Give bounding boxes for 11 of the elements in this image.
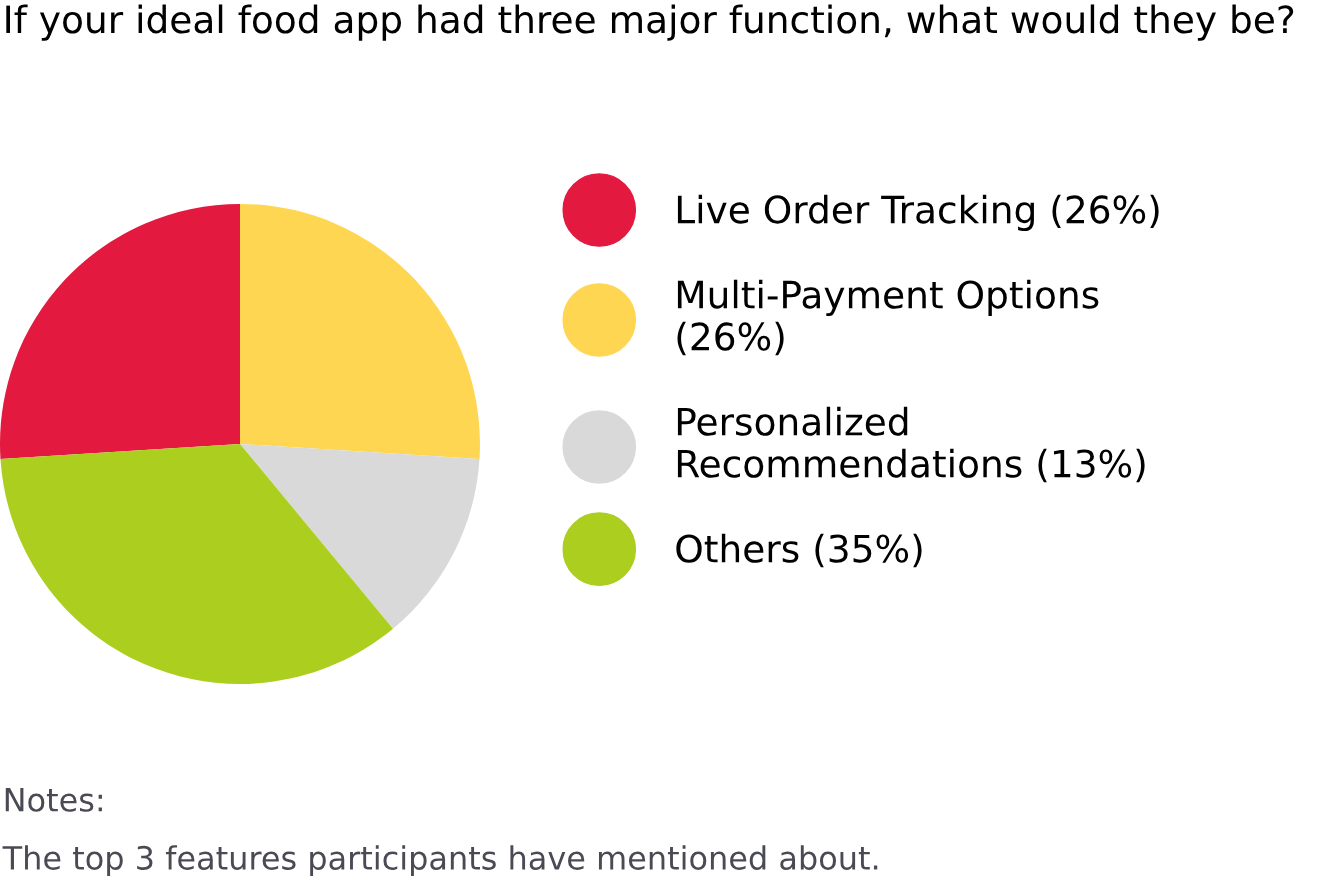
pie-slice — [240, 443, 480, 629]
pie-slice — [0, 203, 240, 459]
text: Notes: — [5, 788, 102, 812]
chart-title: If your ideal food app had three major function, what would they be? — [6, 4, 1294, 41]
legend-label: Personalized Recommendations (13%) — [677, 406, 1145, 483]
legend-label: Live Order Tracking (26%) — [677, 194, 1159, 231]
pie-slice — [0, 443, 393, 684]
legend-label: Others (35%) — [676, 533, 922, 568]
pie-slice — [240, 203, 480, 459]
legend-label: Multi-Payment Options (26%) — [677, 279, 1099, 356]
text: The top 3 features participants have mentioned about. — [2, 845, 878, 877]
